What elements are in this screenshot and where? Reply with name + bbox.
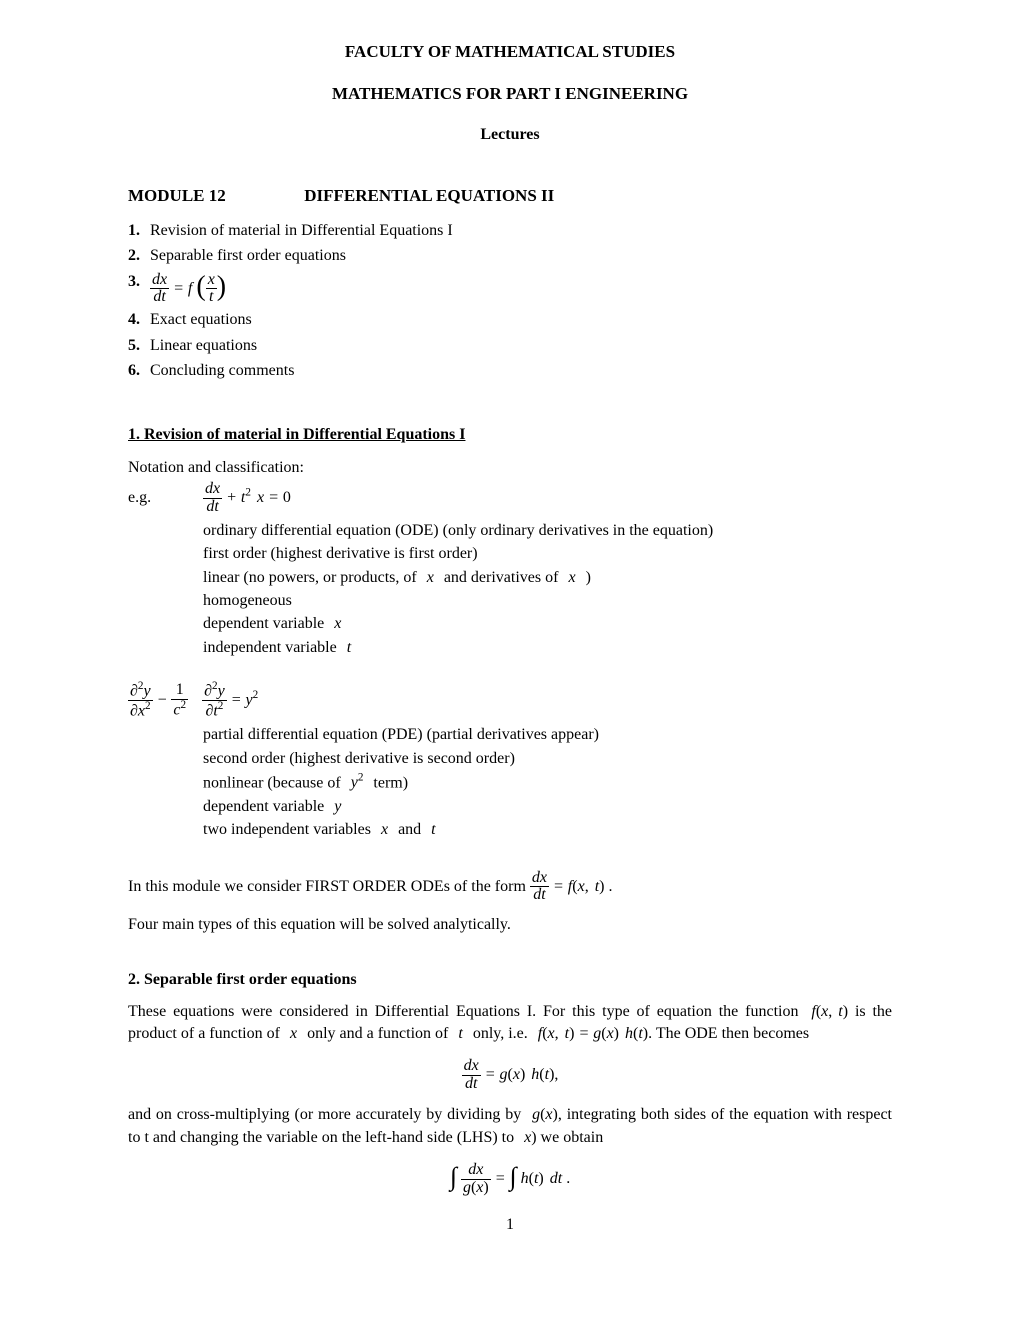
eg-label: e.g.: [128, 487, 203, 509]
outline-text: Revision of material in Differential Equ…: [150, 220, 453, 242]
outline-item: 3. dxdt = f (xt): [128, 271, 892, 307]
pde-prop: second order (highest derivative is seco…: [203, 748, 892, 770]
pde-properties: partial differential equation (PDE) (par…: [203, 724, 892, 841]
section-2-heading: 2. Separable first order equations: [128, 969, 892, 991]
module-title: DIFFERENTIAL EQUATIONS II: [304, 186, 554, 205]
pde-prop: nonlinear (because of y2 term): [203, 771, 892, 795]
ode-prop: linear (no powers, or products, of x and…: [203, 567, 892, 589]
pde-prop: partial differential equation (PDE) (par…: [203, 724, 892, 746]
section-2-para-1: These equations were considered in Diffe…: [128, 1001, 892, 1046]
outline-item: 1. Revision of material in Differential …: [128, 220, 892, 242]
module-label: MODULE 12: [128, 186, 226, 205]
separable-eq-2: ∫ dxg(x) = ∫ h(t)dt .: [128, 1161, 892, 1197]
outline-text: Concluding comments: [150, 360, 294, 382]
ode-prop: independent variable t: [203, 637, 892, 659]
separable-eq-1: dxdt = g(x)h(t),: [128, 1058, 892, 1093]
ode-example-eq: e.g. dxdt + t2x = 0: [128, 481, 892, 516]
outline-text: Separable first order equations: [150, 245, 346, 267]
subtitle: Lectures: [128, 124, 892, 146]
ode-prop: homogeneous: [203, 590, 892, 612]
section-1-intro: Notation and classification:: [128, 457, 892, 479]
page-number: 1: [128, 1214, 892, 1236]
ode-prop: dependent variable x: [203, 613, 892, 635]
outline-item: 2. Separable first order equations: [128, 245, 892, 267]
outline-num: 2.: [128, 245, 150, 267]
faculty-title: FACULTY OF MATHEMATICAL STUDIES: [128, 40, 892, 64]
pde-prop: two independent variables x and t: [203, 819, 892, 841]
ode-prop: first order (highest derivative is first…: [203, 543, 892, 565]
outline-item: 6. Concluding comments: [128, 360, 892, 382]
section-1-closing-2: Four main types of this equation will be…: [128, 914, 892, 936]
section-2-para-2: and on cross-multiplying (or more accura…: [128, 1104, 892, 1149]
outline-math: dxdt = f (xt): [150, 271, 226, 307]
pde-prop: dependent variable y: [203, 796, 892, 818]
module-header: MODULE 12 DIFFERENTIAL EQUATIONS II: [128, 184, 892, 208]
course-title: MATHEMATICS FOR PART I ENGINEERING: [128, 82, 892, 106]
outline-num: 3.: [128, 271, 150, 293]
outline-num: 4.: [128, 309, 150, 331]
outline-text: Exact equations: [150, 309, 252, 331]
outline-num: 6.: [128, 360, 150, 382]
ode-prop: ordinary differential equation (ODE) (on…: [203, 520, 892, 542]
outline-num: 1.: [128, 220, 150, 242]
ode-properties: ordinary differential equation (ODE) (on…: [203, 520, 892, 659]
outline-item: 4. Exact equations: [128, 309, 892, 331]
outline-num: 5.: [128, 335, 150, 357]
outline-text: Linear equations: [150, 335, 257, 357]
section-1-closing-1: In this module we consider FIRST ORDER O…: [128, 870, 892, 905]
pde-example-eq: ∂2y∂x2 − 1c2 ∂2y∂t2 = y2: [128, 681, 892, 720]
outline-item: 5. Linear equations: [128, 335, 892, 357]
section-1-heading: 1. Revision of material in Differential …: [128, 424, 892, 446]
